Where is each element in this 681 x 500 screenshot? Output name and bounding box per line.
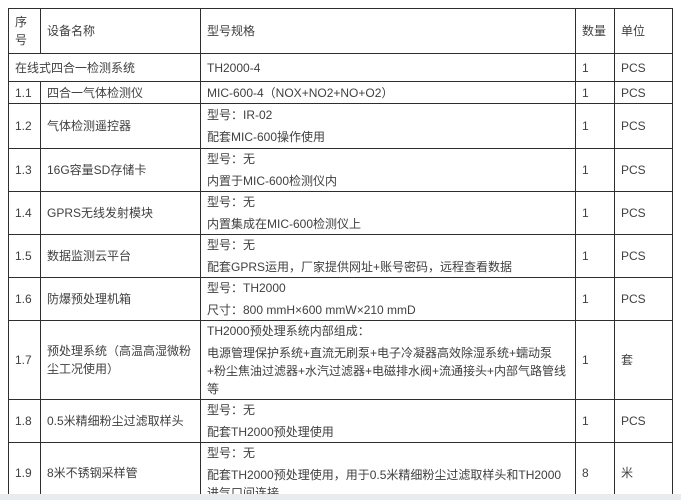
cell-qty: 1 [575,81,615,104]
model-line: 型号：无 [207,403,256,417]
spec-table: 序号 设备名称 型号规格 数量 单位 在线式四合一检测系统 TH2000-4 1 PC… [8,8,673,500]
cell-model: 型号：IR-02 配套MIC-600操作使用 [200,103,576,149]
table-row: 1.6 防爆预处理机箱 型号：TH2000 尺寸：800 mmH×600 mmW×21… [8,277,673,321]
cell-model: 型号：无内置于MIC-600检测仪内 [200,148,576,192]
cell-unit: PCS [614,81,673,104]
model-line: TH2000预处理系统内部组成： [207,324,370,338]
cell-no: 1.3 [8,148,41,192]
cell-model: 型号：无配套GPRS运用，厂家提供网址+账号密码，远程查看数据 [200,234,576,278]
cell-model: TH2000-4 [200,53,576,82]
cell-no: 1.7 [8,320,41,400]
cell-no: 1.1 [8,81,41,104]
header-cell-no: 序号 [8,8,41,54]
table-row: 在线式四合一检测系统 TH2000-4 1 PCS [8,53,673,82]
table-row: 1.9 8米不锈钢采样管 型号：无 配套TH2000预处理使用，用于0.5米精细粉尘过… [8,442,673,500]
model-line: MIC-600-4（NOX+NO2+NO+O2） [207,85,394,100]
cell-name: GPRS无线发射模块 [40,191,201,235]
cell-unit: PCS [614,399,673,443]
cell-qty: 1 [575,148,615,192]
cell-name: 四合一气体检测仪 [40,81,201,104]
table-row: 1.8 0.5米精细粉尘过滤取样头 型号：无 配套TH2000预处理使用 1 PCS [8,399,673,443]
cell-name: 8米不锈钢采样管 [40,442,201,500]
model-line: 型号：无 [207,195,256,209]
cell-unit: PCS [614,148,673,192]
cell-model: 型号：无内置集成在MIC-600检测仪上 [200,191,576,235]
cell-qty: 1 [575,191,615,235]
model-line: TH2000-4 [207,60,261,75]
table-row: 1.3 16G容量SD存储卡 型号：无 内置于MIC-600检测仪内 1 PCS [8,148,673,192]
cell-name: 0.5米精细粉尘过滤取样头 [40,399,201,443]
cell-qty: 1 [575,234,615,278]
model-line: 配套TH2000预处理使用 [207,425,334,439]
cell-no: 1.9 [8,442,41,500]
cell-unit: 套 [614,320,673,400]
model-line: 内置集成在MIC-600检测仪上 [207,217,362,231]
model-line: 配套GPRS运用，厂家提供网址+账号密码，远程查看数据 [207,260,513,274]
header-cell-unit: 单位 [614,8,673,54]
cell-name: 气体检测遥控器 [40,103,201,149]
cell-model: 型号：无配套TH2000预处理使用 [200,399,576,443]
model-line: 电源管理保护系统+直流无刷泵+电子冷凝器高效除湿系统+蠕动泵+粉尘焦油过滤器+水… [207,346,567,396]
cell-name: 预处理系统（高温高湿微粉尘工况使用） [40,320,201,400]
model-line: 内置于MIC-600检测仪内 [207,174,338,188]
model-line: 型号：无 [207,446,256,460]
header-cell-name: 设备名称 [40,8,201,54]
cell-name: 防爆预处理机箱 [40,277,201,321]
cell-no: 1.5 [8,234,41,278]
model-line: 型号：无 [207,238,256,252]
cell-section-title: 在线式四合一检测系统 [8,53,201,82]
cell-unit: PCS [614,234,673,278]
model-line: 尺寸：800 mmH×600 mmW×210 mmD [207,303,416,317]
table-row: 1.5 数据监测云平台 型号：无配套GPRS运用，厂家提供网址+账号密码，远程查看数… [8,234,673,278]
cell-qty: 1 [575,320,615,400]
cell-model: 型号：无 配套TH2000预处理使用，用于0.5米精细粉尘过滤取样头和TH2000… [200,442,576,500]
table-body: 在线式四合一检测系统 TH2000-4 1 PCS 1.1 四合一气体检测仪 MIC-600… [8,53,673,500]
cell-qty: 1 [575,103,615,149]
cell-no: 1.4 [8,191,41,235]
model-line: 型号：TH2000 [207,281,286,295]
model-line: 型号：无 [207,152,256,166]
cell-qty: 8 [575,442,615,500]
page-bottom-strip [0,494,681,500]
table-row: 1.7 预处理系统（高温高湿微粉尘工况使用） TH2000预处理系统内部组成： 电源管… [8,320,673,400]
header-cell-model: 型号规格 [200,8,576,54]
table-row: 1.4 GPRS无线发射模块 型号：无 内置集成在MIC-600检测仪上 1 PCS [8,191,673,235]
cell-qty: 1 [575,277,615,321]
cell-qty: 1 [575,399,615,443]
cell-qty: 1 [575,53,615,82]
cell-no: 1.8 [8,399,41,443]
cell-model: MIC-600-4（NOX+NO2+NO+O2） [200,81,576,104]
table-row: 1.2 气体检测遥控器 型号：IR-02 配套MIC-600操作使用 1 PCS [8,103,673,149]
model-line: 配套MIC-600操作使用 [207,130,326,144]
header-cell-qty: 数量 [575,8,615,54]
cell-unit: PCS [614,277,673,321]
cell-no: 1.6 [8,277,41,321]
table-header-row: 序号 设备名称 型号规格 数量 单位 [8,8,673,54]
cell-name: 数据监测云平台 [40,234,201,278]
cell-unit: PCS [614,191,673,235]
cell-name: 16G容量SD存储卡 [40,148,201,192]
cell-model: TH2000预处理系统内部组成： 电源管理保护系统+直流无刷泵+电子冷凝器高效除湿… [200,320,576,400]
cell-unit: 米 [614,442,673,500]
cell-model: 型号：TH2000 尺寸：800 mmH×600 mmW×210 mmD [200,277,576,321]
table-row: 1.1 四合一气体检测仪 MIC-600-4（NOX+NO2+NO+O2） 1 PCS [8,81,673,104]
cell-no: 1.2 [8,103,41,149]
cell-unit: PCS [614,53,673,82]
model-line: 型号：IR-02 [207,108,273,122]
cell-unit: PCS [614,103,673,149]
